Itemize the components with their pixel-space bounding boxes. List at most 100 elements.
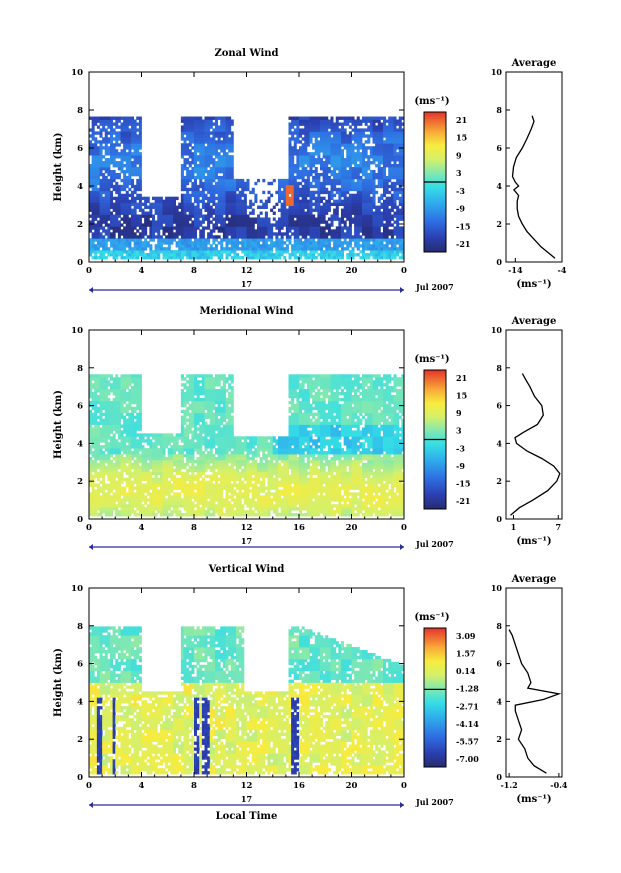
colorbar-tick-label: 15 — [456, 133, 467, 143]
heatmap-cell — [104, 122, 108, 126]
heatmap-cell — [309, 137, 313, 141]
heatmap-cell — [191, 229, 195, 233]
heatmap-cell — [356, 119, 360, 123]
heatmap-cell — [201, 149, 205, 153]
heatmap-cell — [117, 193, 121, 198]
heatmap-cell — [117, 412, 121, 417]
heatmap-cell — [362, 178, 366, 183]
heatmap-cell — [99, 501, 103, 505]
heatmap-cell — [167, 202, 171, 206]
heatmap-cell — [159, 250, 163, 254]
heatmap-cell — [299, 169, 303, 174]
heatmap-cell — [299, 155, 303, 159]
heatmap-cell — [180, 128, 184, 132]
heatmap-cell — [167, 229, 171, 233]
heatmap-cell — [343, 196, 347, 201]
heatmap-cell — [215, 184, 219, 189]
heatmap-cell — [107, 389, 111, 393]
heatmap-cell — [283, 217, 287, 221]
heatmap-cell — [312, 152, 316, 156]
heatmap-cell — [125, 143, 129, 147]
heatmap-cell — [102, 468, 106, 473]
heatmap-cell — [136, 134, 140, 138]
heatmap-cell — [301, 244, 305, 248]
heatmap-cell — [120, 140, 124, 144]
heatmap-cell — [96, 140, 100, 144]
heatmap-cell — [301, 196, 305, 201]
heatmap-cell — [133, 377, 137, 381]
heatmap-cell — [91, 374, 95, 378]
heatmap-cell — [110, 448, 114, 452]
heatmap-cell — [94, 392, 98, 396]
heatmap-cell — [120, 184, 124, 189]
heatmap-cell — [102, 116, 106, 120]
heatmap-cell — [335, 178, 339, 183]
heatmap-cell — [312, 131, 316, 135]
panel-title: Meridional Wind — [199, 306, 293, 317]
heatmap-cell — [304, 143, 308, 147]
heatmap-cell — [123, 125, 127, 129]
heatmap-cell — [199, 199, 203, 204]
heatmap-cell — [125, 220, 129, 224]
heatmap-cell — [138, 178, 142, 183]
heatmap-cell — [296, 169, 300, 174]
heatmap-cells — [89, 374, 405, 517]
heatmap-cell — [249, 232, 253, 236]
heatmap-cell — [183, 128, 187, 132]
heatmap-cell — [254, 196, 258, 201]
heatmap-cell — [233, 226, 237, 230]
heatmap-cell — [125, 125, 129, 129]
heatmap-cell — [285, 211, 289, 215]
heatmap-cell — [125, 184, 129, 189]
heatmap-cell — [196, 122, 200, 126]
heatmap-cell — [89, 241, 93, 245]
heatmap-cell — [117, 196, 121, 201]
heatmap-cell — [120, 205, 124, 209]
heatmap-cell — [112, 187, 116, 192]
heatmap-cell — [123, 421, 127, 425]
heatmap-cell — [136, 220, 140, 224]
heatmap-cell — [136, 146, 140, 150]
heatmap-cell — [186, 244, 190, 248]
heatmap-cell — [175, 208, 179, 212]
heatmap-cell — [162, 214, 166, 218]
heatmap-cell — [123, 208, 127, 212]
heatmap-cell — [320, 119, 324, 123]
heatmap-cell — [175, 226, 179, 230]
heatmap-cell — [96, 471, 100, 476]
heatmap-cell — [293, 152, 297, 156]
heatmap-cell — [317, 187, 321, 192]
heatmap-cell — [180, 229, 184, 233]
heatmap-cell — [280, 184, 284, 189]
heatmap-cell — [317, 229, 321, 233]
heatmap-cell — [99, 504, 103, 508]
heatmap-cell — [372, 178, 376, 183]
heatmap-cell — [99, 119, 103, 123]
heatmap-cell — [364, 122, 368, 126]
heatmap-cell — [364, 119, 368, 123]
heatmap-cell — [327, 149, 331, 153]
heatmap-cell — [220, 169, 224, 174]
heatmap-cell — [317, 244, 321, 248]
heatmap-cell — [212, 193, 216, 198]
heatmap-cell — [99, 116, 103, 120]
heatmap-cell — [102, 208, 106, 212]
heatmap-cell — [380, 244, 384, 248]
heatmap-cell — [110, 238, 114, 242]
heatmap-cell — [327, 199, 331, 204]
heatmap-cell — [380, 158, 384, 162]
heatmap-cell — [228, 184, 232, 189]
heatmap-cell — [204, 137, 208, 141]
heatmap-cell — [104, 377, 108, 381]
heatmap-cell — [335, 208, 339, 212]
heatmap-cell — [338, 155, 342, 159]
heatmap-cell — [314, 172, 318, 177]
heatmap-cell — [128, 220, 132, 224]
heatmap-cell — [364, 211, 368, 215]
heatmap-cell — [351, 178, 355, 183]
heatmap-cell — [204, 250, 208, 254]
heatmap-cell — [123, 415, 127, 419]
heatmap-cell — [128, 232, 132, 236]
heatmap-cell — [107, 238, 111, 242]
heatmap-cell — [375, 152, 379, 156]
